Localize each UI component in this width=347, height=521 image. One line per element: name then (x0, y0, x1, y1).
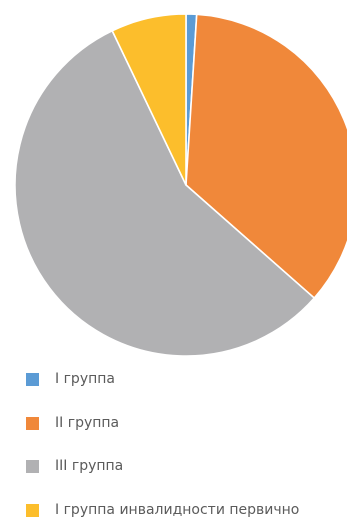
legend-label-iii-gruppa: III группа (55, 458, 124, 474)
legend: I группа II группа III группа I группа и… (26, 369, 299, 521)
legend-label-i-gruppa: I группа (55, 371, 115, 387)
legend-swatch-ii-gruppa (26, 416, 39, 430)
legend-label-i-gruppa-pervichno: I группа инвалидности первично (55, 501, 300, 518)
pie-slice-ii-gruppa[interactable] (185, 13, 347, 299)
legend-item-i-gruppa[interactable]: I группа (26, 369, 299, 390)
legend-item-i-gruppa-pervichno[interactable]: I группа инвалидности первично (26, 500, 299, 521)
legend-swatch-i-gruppa (26, 373, 39, 386)
legend-item-iii-gruppa[interactable]: III группа (26, 456, 299, 477)
legend-label-ii-gruppa: II группа (55, 414, 120, 431)
pie-slice-i-gruppa-pervichno[interactable] (111, 13, 187, 186)
legend-item-ii-gruppa[interactable]: II группа (26, 413, 299, 434)
legend-swatch-iii-gruppa (26, 460, 39, 473)
legend-swatch-i-gruppa-pervichno (26, 503, 39, 517)
pie-slice-iii-gruppa[interactable] (14, 29, 316, 357)
